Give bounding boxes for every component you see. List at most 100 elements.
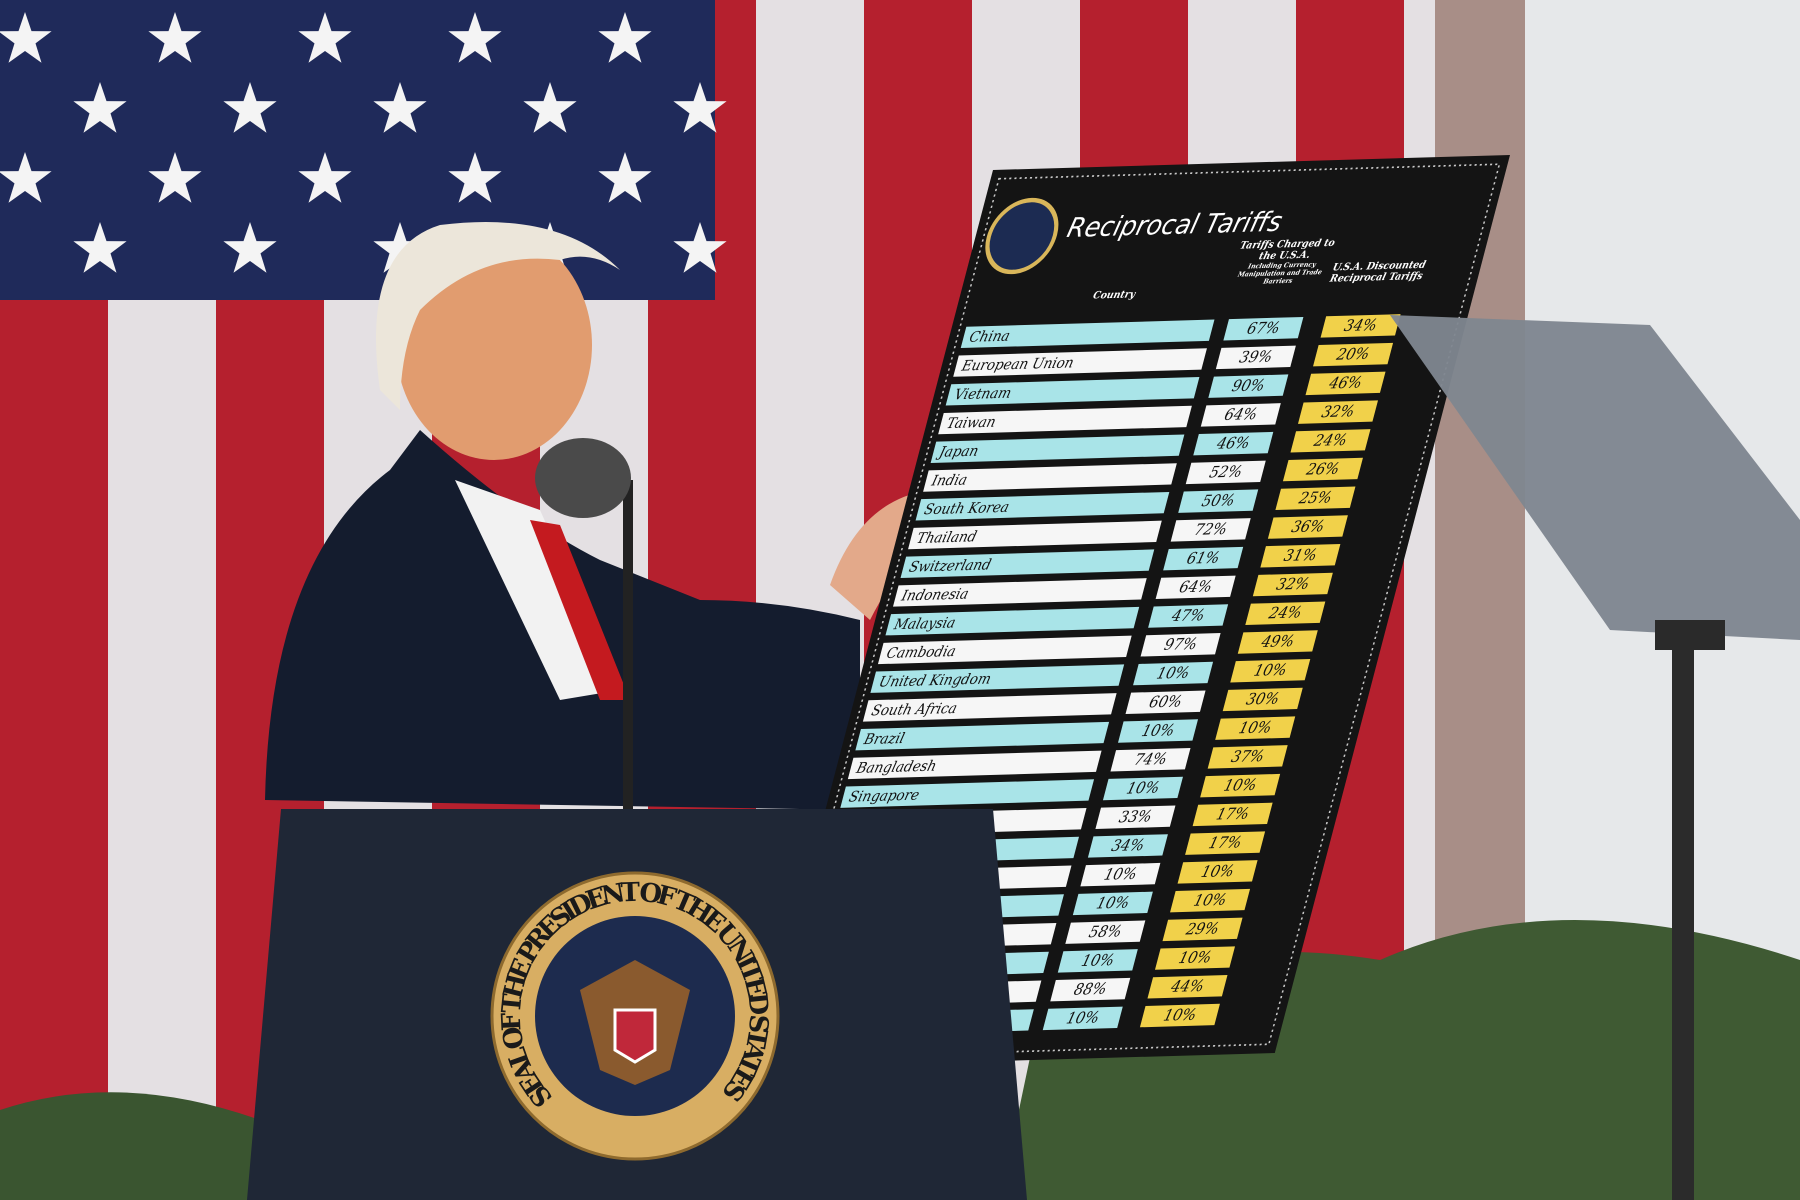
charged-box — [1208, 374, 1289, 398]
country-bar — [870, 664, 1125, 693]
discounted-value: 17% — [1214, 804, 1251, 823]
country-bar — [953, 348, 1207, 377]
charged-value: 97% — [1162, 635, 1199, 654]
prompter-mount — [1655, 620, 1725, 650]
country-bar — [847, 750, 1102, 780]
charged-value: 46% — [1214, 434, 1252, 453]
discounted-box — [1170, 888, 1251, 913]
flag-star — [298, 12, 352, 63]
discounted-box — [1290, 429, 1371, 453]
charged-box — [1223, 316, 1304, 341]
discounted-value: 10% — [1237, 718, 1274, 737]
flag-star — [73, 222, 127, 273]
podium: SEAL OF THE PRESIDENT OF THE UNITED STAT… — [247, 809, 1027, 1200]
charged-box — [1185, 460, 1266, 485]
charged-value: 10% — [1140, 721, 1177, 740]
discounted-box — [1154, 946, 1236, 970]
charged-box — [1057, 949, 1138, 973]
discounted-value: 10% — [1192, 890, 1229, 909]
charged-value: 10% — [1094, 893, 1131, 912]
flag-star — [0, 152, 52, 203]
charged-value: 60% — [1147, 692, 1184, 711]
discounted-box — [1185, 831, 1266, 855]
charged-value: 34% — [1110, 836, 1147, 855]
discounted-header-box: U.S.A. Discounted Reciprocal Tariffs — [1328, 260, 1426, 285]
charged-value: 39% — [1237, 347, 1274, 366]
discounted-box — [1237, 630, 1318, 654]
country-bar — [885, 606, 1140, 636]
teleprompter — [1390, 315, 1800, 1200]
discounted-value: 20% — [1334, 344, 1372, 363]
charged-value: 88% — [1072, 980, 1109, 999]
prompter-pole — [1672, 650, 1694, 1200]
flag-star — [448, 12, 502, 63]
discounted-box — [1267, 515, 1348, 539]
discounted-value: 31% — [1282, 546, 1319, 565]
shrubs-left — [0, 1092, 260, 1200]
flag-star — [673, 82, 727, 133]
country-name: Vietnam — [952, 385, 1013, 403]
charged-box — [1125, 690, 1206, 715]
discounted-box — [1282, 457, 1363, 482]
discounted-value: 30% — [1244, 689, 1281, 708]
charged-value: 64% — [1222, 405, 1259, 424]
flag-star — [73, 82, 127, 133]
discounted-value: 26% — [1304, 459, 1342, 478]
charged-box — [1087, 834, 1168, 858]
table-rows: China 67% 34% European Union 39% 20% Vietnam 90… — [780, 314, 1401, 1038]
discounted-box — [1275, 486, 1356, 511]
country-bar — [862, 693, 1117, 722]
country-name: Malaysia — [891, 615, 957, 633]
country-bar — [855, 721, 1110, 751]
discounted-value: 44% — [1168, 977, 1206, 996]
charged-value: 10% — [1155, 663, 1192, 682]
charged-box — [1117, 719, 1199, 743]
charged-value: 72% — [1192, 520, 1229, 539]
discounted-value: 24% — [1266, 603, 1304, 622]
discounted-value: 37% — [1229, 747, 1266, 766]
country-bar — [960, 319, 1215, 349]
country-name: European Union — [959, 355, 1076, 375]
charged-header: Tariffs Charged to the U.S.A. — [1238, 238, 1337, 263]
charged-box — [1200, 403, 1281, 427]
country-name: Cambodia — [885, 644, 958, 662]
tie — [530, 520, 630, 700]
charged-box — [1110, 747, 1191, 772]
discounted-value: 17% — [1207, 833, 1244, 852]
flag-star — [523, 82, 577, 133]
flag-star — [673, 222, 727, 273]
discounted-box — [1139, 1003, 1220, 1028]
charged-value: 52% — [1207, 462, 1244, 481]
discounted-value: 10% — [1177, 948, 1214, 967]
discounted-value: 25% — [1296, 488, 1334, 507]
charged-box — [1072, 891, 1153, 916]
charged-value: 10% — [1125, 778, 1162, 797]
country-name: India — [929, 472, 969, 489]
mic-stand — [623, 480, 633, 810]
board-title: Reciprocal Tariffs — [1064, 207, 1286, 244]
country-name: South Korea — [922, 500, 1011, 519]
discounted-value: 36% — [1290, 517, 1327, 536]
discounted-value: 32% — [1320, 402, 1357, 421]
charged-box — [1140, 633, 1221, 657]
microphone — [535, 438, 631, 518]
charged-box — [1095, 805, 1176, 829]
prompter-glass — [1390, 315, 1800, 640]
country-header: Country — [1092, 289, 1138, 301]
country-bar — [945, 377, 1200, 406]
charged-note: Including Currency Manipulation and Trad… — [1236, 260, 1323, 286]
charged-box — [1102, 776, 1183, 801]
charged-box — [1133, 661, 1214, 686]
discounted-box — [1245, 601, 1326, 625]
discounted-box — [1252, 572, 1333, 597]
discounted-box — [1215, 716, 1296, 740]
charged-box — [1050, 977, 1131, 1002]
hair — [376, 222, 620, 410]
flag-star — [148, 12, 202, 63]
discounted-value: 32% — [1274, 574, 1311, 593]
country-bar — [900, 549, 1155, 578]
country-name: Taiwan — [945, 414, 998, 432]
speaker — [265, 222, 950, 810]
country-name: Switzerland — [907, 557, 993, 576]
country-name: Singapore — [847, 787, 921, 805]
